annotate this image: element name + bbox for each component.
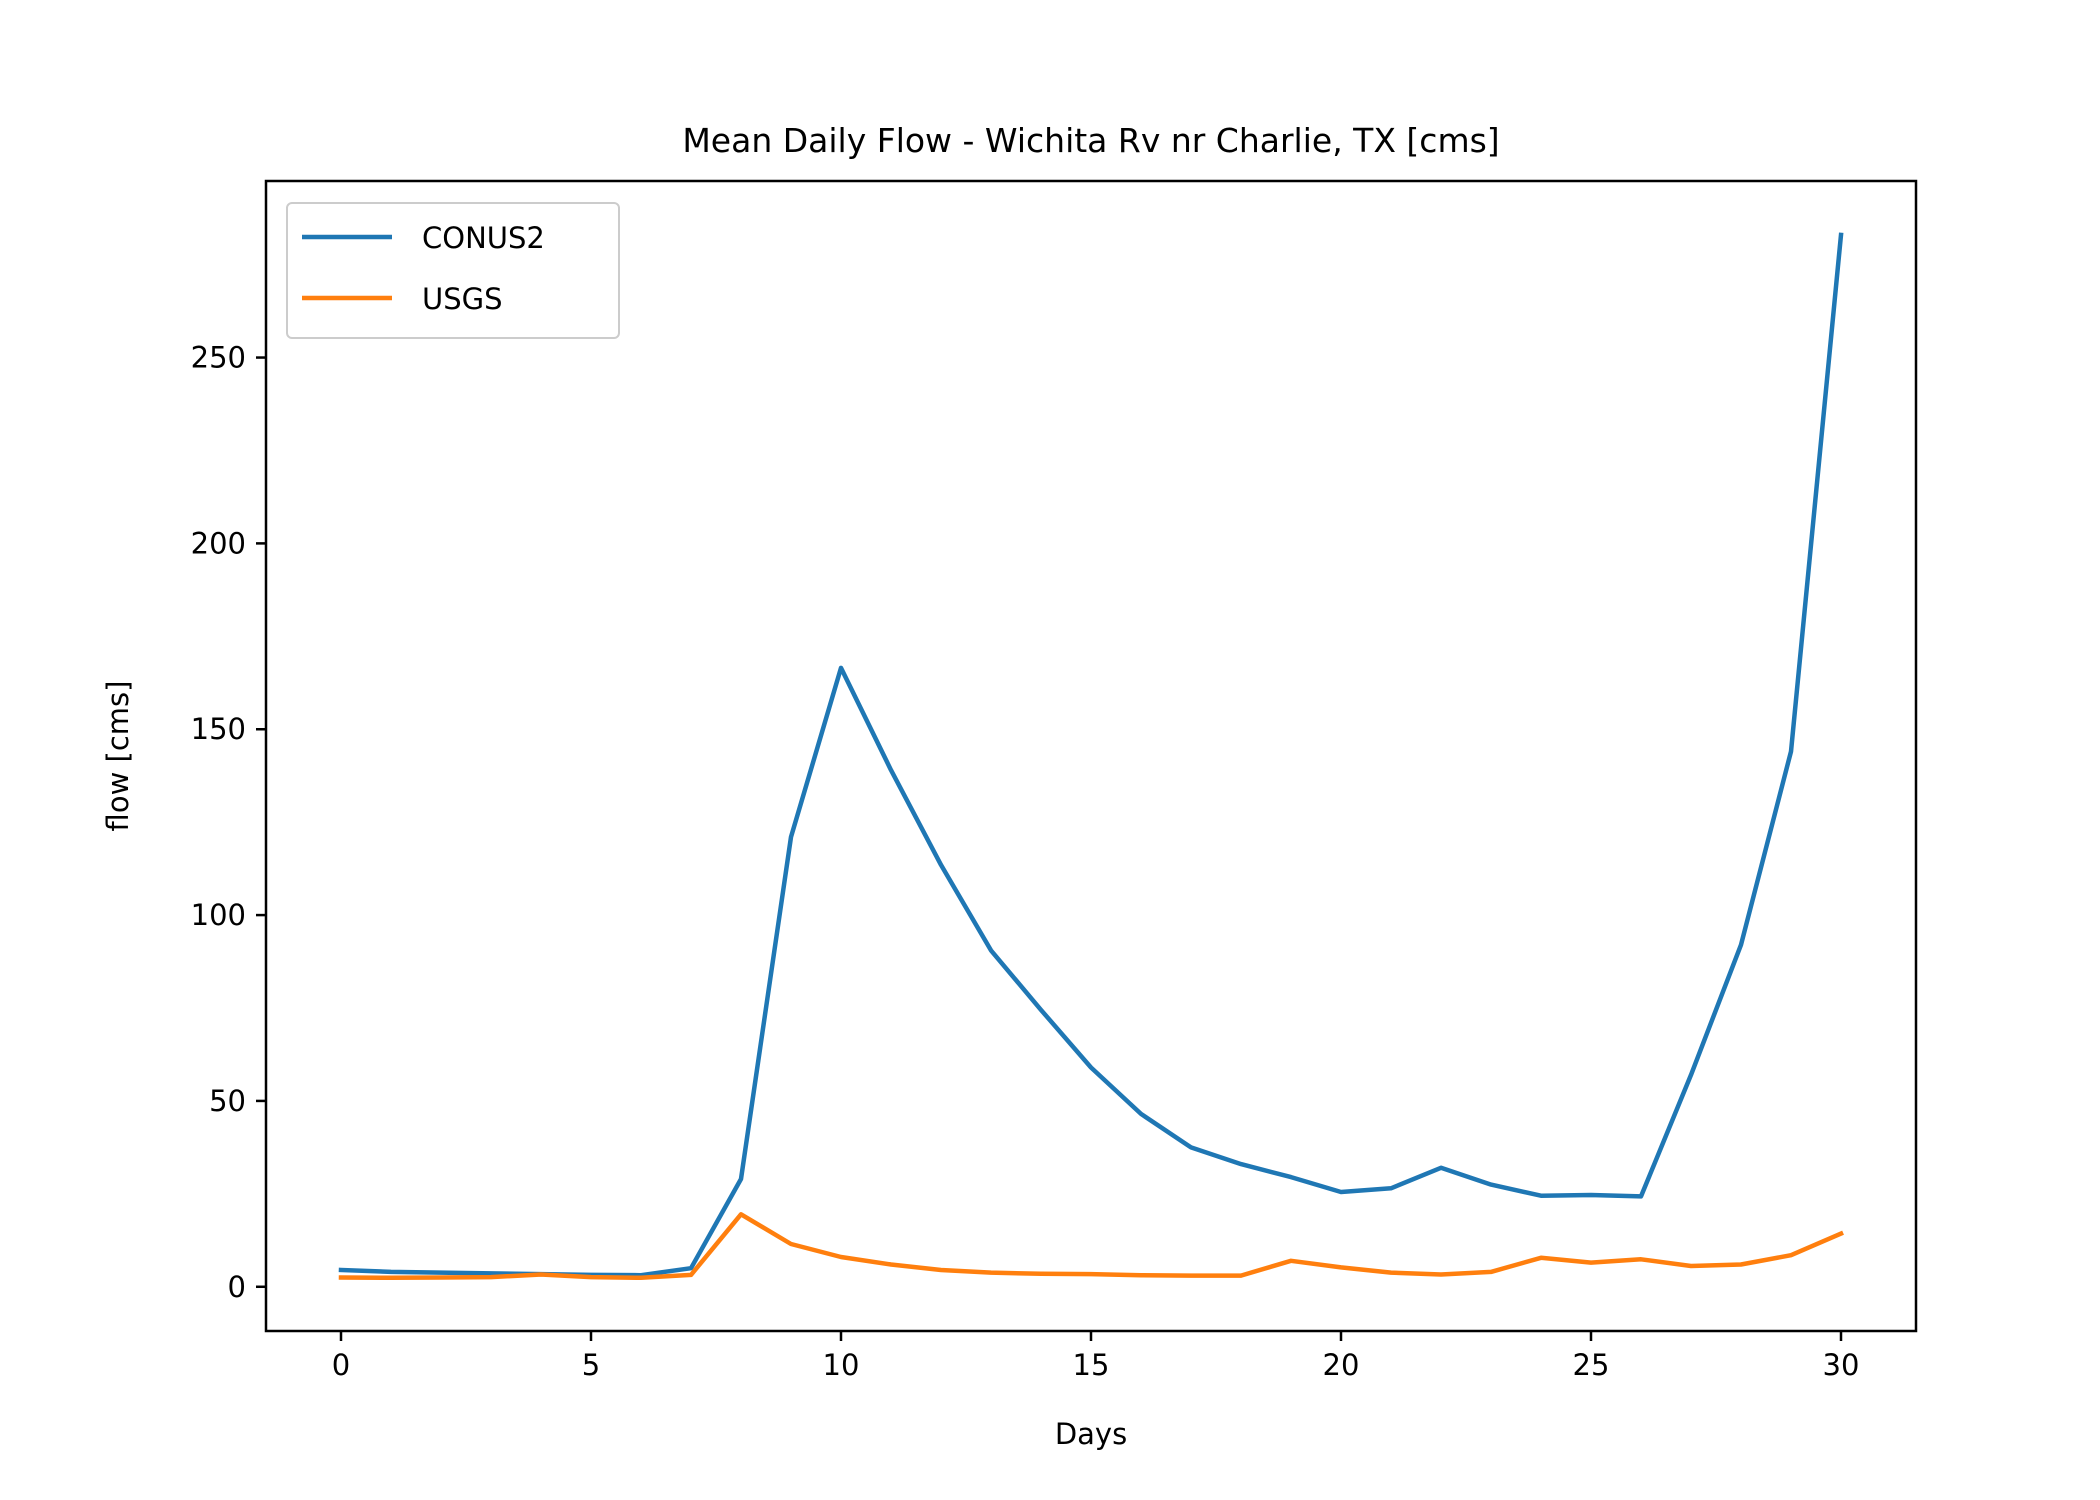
y-tick-label: 150 [191,712,246,746]
x-tick-label: 25 [1573,1348,1610,1382]
y-tick-label: 200 [191,526,246,560]
plot-frame [264,179,1918,1333]
x-axis-label: Days [1055,1417,1127,1451]
chart-title: Mean Daily Flow - Wichita Rv nr Charlie,… [682,121,1499,160]
legend-label-usgs: USGS [422,282,503,316]
y-tick-label: 250 [191,341,246,375]
series-line-usgs [338,1212,1844,1281]
axis-ticks: 0 5 10 15 20 25 30 0 50 100 150 200 250 [191,341,1860,1382]
x-tick-label: 20 [1323,1348,1360,1382]
x-tick-label: 10 [823,1348,860,1382]
legend-label-conus2: CONUS2 [422,221,545,255]
y-tick-label: 100 [191,898,246,932]
x-tick-label: 30 [1823,1348,1860,1382]
series-lines [338,232,1844,1281]
legend: CONUS2 USGS [286,202,620,339]
y-tick-label: 50 [209,1084,246,1118]
x-tick-label: 5 [582,1348,600,1382]
x-tick-label: 0 [332,1348,350,1382]
y-tick-label: 0 [228,1270,246,1304]
x-tick-label: 15 [1073,1348,1110,1382]
y-axis-label: flow [cms] [101,681,135,832]
